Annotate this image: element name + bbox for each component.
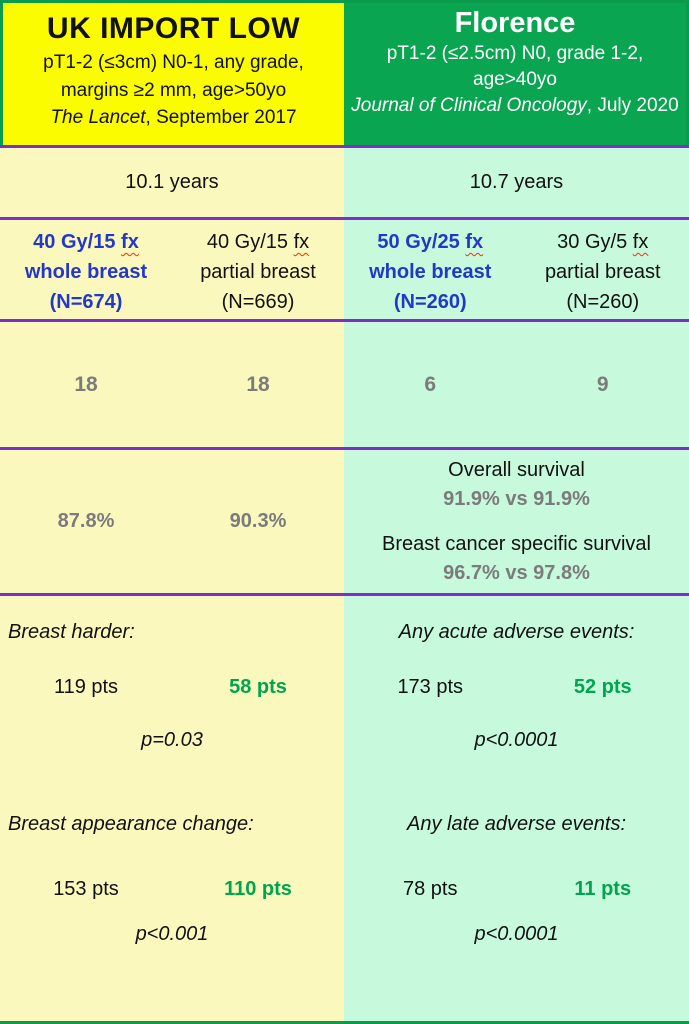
followup-florence: 10.7 years [344,148,689,217]
adverse-florence: Any acute adverse events: 173 pts 52 pts… [344,596,689,1021]
journal-date: , September 2017 [145,107,297,128]
p-value: p=0.03 [141,729,203,751]
adverse-arm2-pts: 11 pts [574,878,632,900]
adverse-arm1-pts: 119 pts [53,676,119,698]
adverse-pts-row: 78 pts 11 pts [344,878,689,901]
survival-florence: Overall survival 91.9% vs 91.9% Breast c… [344,450,689,593]
adverse-pts-row: 153 pts 110 pts [0,878,344,901]
survival-uk: 87.8% 90.3% [0,450,344,593]
adverse-arm1-pts: 173 pts [397,676,464,698]
arms-florence: 50 Gy/25 fx whole breast (N=260) 30 Gy/5… [344,220,689,319]
arm-dose: 50 Gy/25 fx [377,231,484,253]
arm-target: whole breast [24,261,148,283]
trial-title-florence: Florence [454,7,576,39]
arm-n: (N=669) [221,291,295,313]
purple-divider [0,447,689,450]
count-value: 6 [424,372,437,396]
trial-criteria-uk-line2: margins ≥2 mm, age>50yo [60,79,287,101]
arms-row: 40 Gy/15 fx whole breast (N=674) 40 Gy/1… [0,220,689,319]
followup-row: 10.1 years 10.7 years [0,148,689,217]
trial-journal-uk: The Lancet, September 2017 [3,104,344,132]
arm-target: whole breast [369,261,492,283]
adverse-label: Any late adverse events: [406,813,626,835]
arm-target: partial breast [544,261,661,283]
uk-import-low-header: UK IMPORT LOW pT1-2 (≤3cm) N0-1, any gra… [0,0,344,145]
survival-label: Overall survival [448,458,585,481]
adverse-block-breast-harder: Breast harder: 119 pts 58 pts p=0.03 [0,620,344,752]
trial-criteria-uk-line1: pT1-2 (≤3cm) N0-1, any grade, [43,52,304,73]
arm-dose: 40 Gy/15 fx [206,231,310,253]
arm-dose: 40 Gy/15 fx [33,231,139,253]
p-value: p<0.001 [135,923,209,945]
counts-florence: 6 9 [344,322,689,447]
survival-label: Breast cancer specific survival [382,532,651,555]
adverse-label: Breast appearance change: [8,813,254,835]
adverse-arm2-pts: 58 pts [229,676,287,698]
adverse-block-appearance-change: Breast appearance change: 153 pts 110 pt… [0,812,344,946]
arm-n: (N=260) [393,291,467,313]
arm-uk-partial-breast: 40 Gy/15 fx partial breast (N=669) [172,220,344,319]
arms-uk: 40 Gy/15 fx whole breast (N=674) 40 Gy/1… [0,220,344,319]
count-value: 9 [596,372,609,396]
trial-criteria-florence-line2: age>40yo [473,69,557,90]
arm-target: partial breast [200,261,316,283]
followup-uk: 10.1 years [0,148,344,217]
adverse-arm1-pts: 78 pts [403,878,458,900]
journal-name: The Lancet [50,107,146,128]
arm-uk-whole-breast: 40 Gy/15 fx whole breast (N=674) [0,220,172,319]
fx-label: fx [632,231,649,253]
counts-row: 18 18 6 9 [0,322,689,447]
journal-date: , July 2020 [586,95,679,116]
adverse-block-acute-events: Any acute adverse events: 173 pts 52 pts… [344,620,689,752]
purple-divider [0,145,689,148]
adverse-arm2-pts: 52 pts [573,676,632,698]
fx-label: fx [293,231,310,253]
fx-label: fx [465,231,484,253]
adverse-uk: Breast harder: 119 pts 58 pts p=0.03 Bre… [0,596,344,1021]
adverse-block-late-events: Any late adverse events: 78 pts 11 pts p… [344,812,689,946]
adverse-events-row: Breast harder: 119 pts 58 pts p=0.03 Bre… [0,596,689,1021]
survival-row: 87.8% 90.3% Overall survival 91.9% vs 91… [0,450,689,593]
survival-pct: 90.3% [229,510,287,532]
trial-journal-florence: Journal of Clinical Oncology, July 2020 [348,93,682,119]
count-value: 18 [246,372,270,396]
trial-title-uk: UK IMPORT LOW [46,12,301,45]
arm-dose: 30 Gy/5 fx [557,231,649,253]
arm-n: (N=674) [49,291,123,313]
journal-name: Journal of Clinical Oncology [351,95,587,116]
header-row: UK IMPORT LOW pT1-2 (≤3cm) N0-1, any gra… [0,0,689,145]
survival-pct: 87.8% [57,510,115,532]
adverse-label: Breast harder: [8,621,135,643]
arm-florence-whole-breast: 50 Gy/25 fx whole breast (N=260) [344,220,517,319]
adverse-pts-row: 119 pts 58 pts [0,676,344,699]
purple-divider [0,217,689,220]
survival-value: 96.7% vs 97.8% [443,561,590,584]
adverse-label: Any acute adverse events: [398,621,635,643]
purple-divider [0,319,689,322]
adverse-arm2-pts: 110 pts [224,878,292,900]
trial-criteria-florence-line1: pT1-2 (≤2.5cm) N0, grade 1-2, [386,43,644,64]
p-value: p<0.0001 [474,729,559,751]
counts-uk: 18 18 [0,322,344,447]
count-value: 18 [74,372,98,396]
arm-n: (N=260) [566,291,640,313]
spacer [344,514,689,530]
florence-header: Florence pT1-2 (≤2.5cm) N0, grade 1-2, a… [344,0,689,145]
survival-value: 91.9% vs 91.9% [443,487,590,510]
purple-divider [0,593,689,596]
p-value: p<0.0001 [474,923,559,945]
adverse-arm1-pts: 153 pts [53,878,119,900]
fx-label: fx [121,231,139,253]
adverse-pts-row: 173 pts 52 pts [344,676,689,699]
arm-florence-partial-breast: 30 Gy/5 fx partial breast (N=260) [517,220,689,319]
